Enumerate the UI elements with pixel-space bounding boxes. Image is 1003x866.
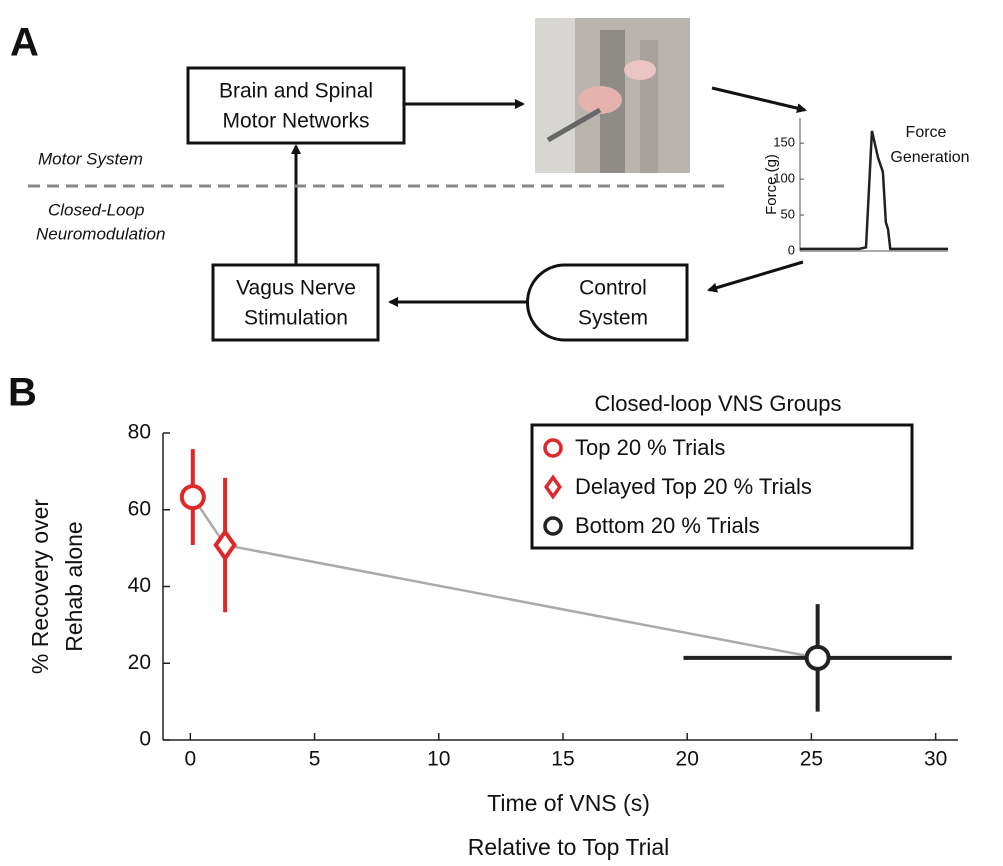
- x-axis-label: Relative to Top Trial: [468, 834, 670, 860]
- y-axis-label: Force (g): [763, 154, 780, 215]
- region-label: Closed-Loop: [48, 200, 144, 219]
- legend-marker: [543, 516, 563, 536]
- legend-box: [530, 423, 914, 550]
- y-tick-label: 60: [128, 497, 151, 520]
- x-tick-label: 0: [184, 748, 196, 771]
- node-label: Stimulation: [244, 307, 348, 330]
- y-tick-label: 50: [781, 206, 795, 221]
- y-tick-label: 0: [139, 728, 151, 751]
- x-axis-label: Time of VNS (s): [487, 790, 650, 816]
- x-tick-label: 30: [924, 748, 947, 771]
- node-label: Control: [579, 277, 647, 300]
- node-box: [211, 263, 380, 342]
- legend-title: Closed-loop VNS Groups: [594, 391, 841, 416]
- y-tick-label: 100: [773, 171, 795, 186]
- marker: [179, 484, 206, 511]
- y-tick-label: 40: [128, 574, 151, 597]
- photo: [535, 18, 690, 173]
- legend-marker: [543, 438, 563, 458]
- legend-marker: [544, 474, 562, 500]
- x-tick-label: 20: [676, 748, 699, 771]
- output-label: Force: [906, 124, 947, 141]
- node-label: Vagus Nerve: [236, 277, 356, 300]
- node-label: Motor Networks: [222, 110, 369, 133]
- panel-label: A: [10, 21, 39, 65]
- legend-label: Top 20 % Trials: [575, 435, 725, 460]
- marker: [213, 528, 237, 562]
- x-tick-label: 15: [551, 748, 574, 771]
- arrow: [711, 86, 807, 114]
- y-tick-label: 0: [788, 242, 795, 257]
- y-tick-label: 150: [773, 135, 795, 150]
- output-label: Generation: [890, 149, 969, 166]
- region-label: Motor System: [38, 149, 143, 168]
- node-label: System: [578, 307, 648, 330]
- x-tick-label: 25: [800, 748, 823, 771]
- legend-label: Delayed Top 20 % Trials: [575, 474, 812, 499]
- x-tick-label: 5: [309, 748, 321, 771]
- force-trace: [800, 130, 948, 251]
- x-tick-label: 10: [427, 748, 450, 771]
- arrow: [707, 260, 804, 293]
- marker: [804, 644, 831, 671]
- region-label: Neuromodulation: [36, 224, 165, 243]
- node-box: [526, 263, 689, 342]
- y-axis-label: % Recovery over: [27, 499, 53, 674]
- y-axis-label: Rehab alone: [61, 521, 87, 651]
- node-label: Brain and Spinal: [219, 80, 373, 103]
- y-tick-label: 20: [128, 651, 151, 674]
- panel-label: B: [8, 371, 37, 415]
- node-box: [186, 66, 406, 145]
- y-tick-label: 80: [128, 421, 151, 444]
- legend-label: Bottom 20 % Trials: [575, 513, 760, 538]
